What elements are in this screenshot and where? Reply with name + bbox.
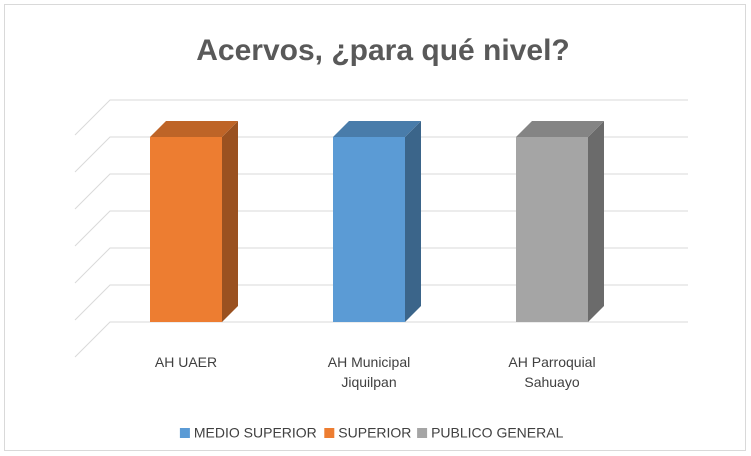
- bar-top: [150, 121, 238, 137]
- legend-label: PUBLICO GENERAL: [431, 425, 563, 441]
- legend-swatch: [179, 428, 190, 438]
- legend-swatch: [324, 428, 335, 438]
- legend-swatch: [417, 428, 428, 438]
- bar-top: [333, 121, 421, 137]
- grid-line: [74, 136, 688, 173]
- bar-top: [516, 121, 604, 137]
- x-tick-label: AH Parroquial Sahuayo: [508, 354, 596, 390]
- grid-line: [74, 247, 688, 284]
- grid-line: [74, 99, 688, 136]
- legend-label: MEDIO SUPERIOR: [194, 425, 317, 441]
- x-tick-label: AH Municipal Jiquilpan: [327, 354, 411, 390]
- bar-side: [222, 121, 238, 322]
- bar-side: [405, 121, 421, 322]
- x-tick-label: AH UAER: [154, 354, 218, 370]
- bar: [516, 137, 588, 322]
- grid-line: [74, 321, 688, 358]
- chart-title: Acervos, ¿para qué nivel?: [196, 34, 569, 67]
- grid-line: [74, 173, 688, 210]
- grid-line: [74, 210, 688, 247]
- bar: [150, 137, 222, 322]
- bar: [333, 137, 405, 322]
- legend-label: SUPERIOR: [338, 425, 411, 441]
- grid-line: [74, 284, 688, 321]
- bar-side: [588, 121, 604, 322]
